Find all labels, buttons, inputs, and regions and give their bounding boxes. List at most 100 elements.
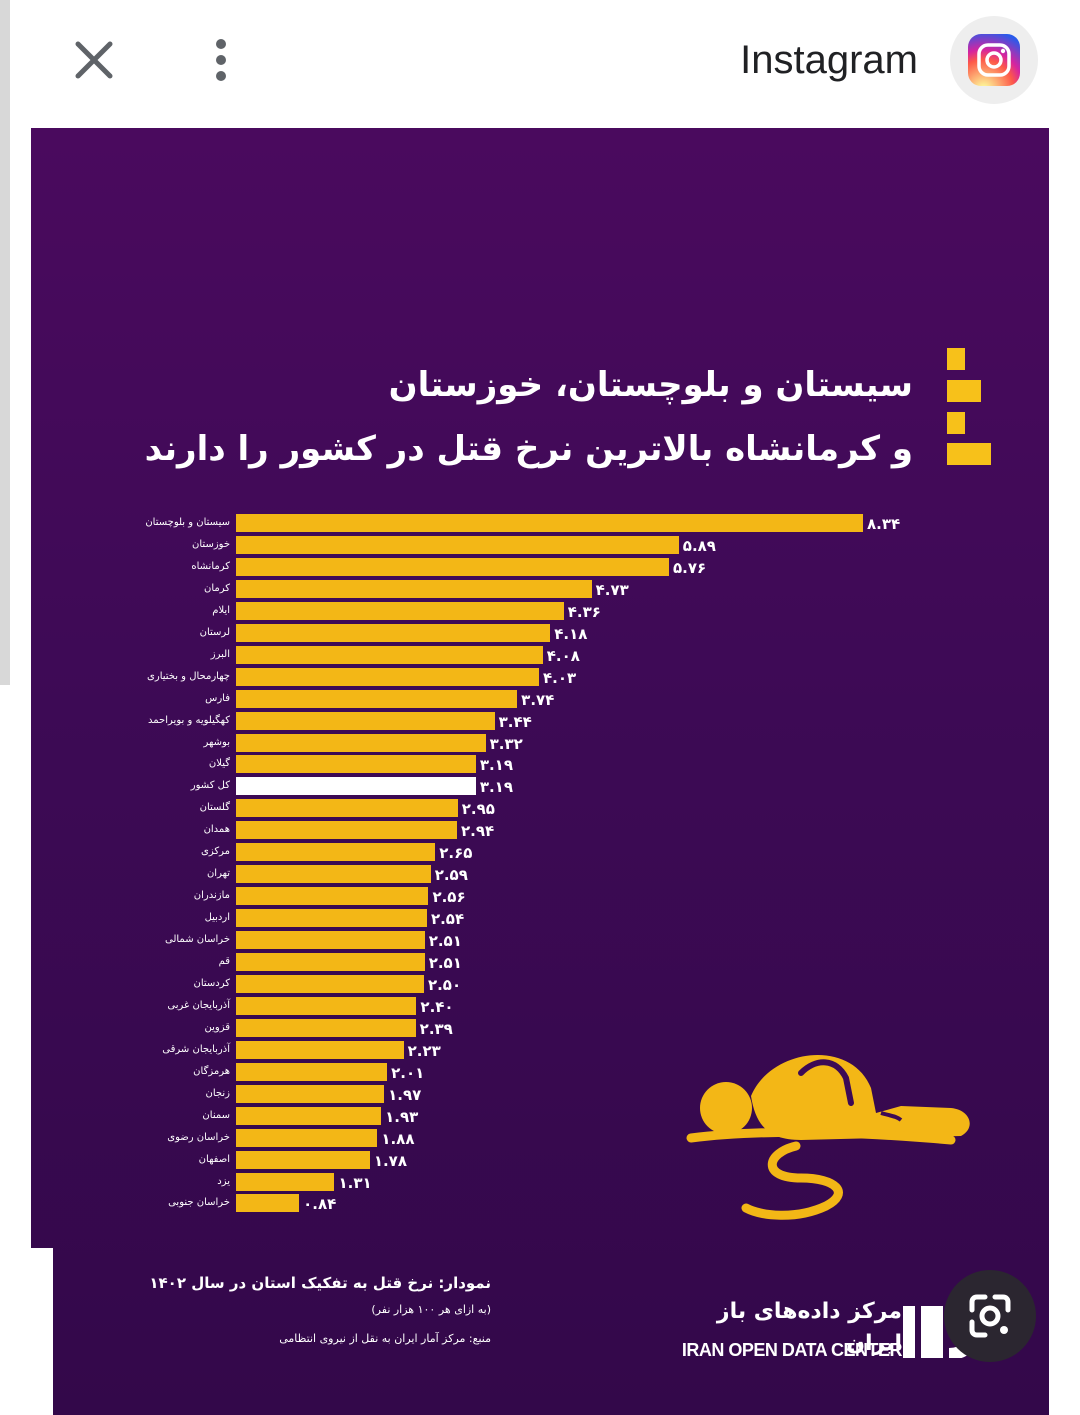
province-bar	[236, 557, 670, 576]
province-bar	[236, 931, 425, 950]
province-bar	[236, 514, 863, 532]
value-label: ۲.۳۹	[419, 1019, 453, 1038]
category-label: خوزستان	[192, 538, 230, 550]
more-vertical-icon	[216, 39, 226, 81]
province-bar	[236, 1018, 416, 1037]
province-bar	[236, 1040, 404, 1059]
category-label: فارس	[205, 692, 230, 704]
value-label: ۱.۷۸	[373, 1151, 407, 1170]
scrollbar[interactable]	[0, 0, 10, 685]
google-lens-icon	[969, 1294, 1011, 1338]
category-label: کردستان	[193, 977, 230, 989]
category-label: کهگیلویه و بویراحمد	[148, 714, 230, 726]
province-bar	[236, 865, 431, 884]
category-label: البرز	[210, 648, 230, 660]
province-bar	[236, 1062, 388, 1081]
value-label: ۳.۴۴	[498, 712, 532, 731]
murder-rate-bar-chart: سیستان و بلوچستان ۸.۳۴ خوزستان ۵.۸۹ کرمانشاه…	[31, 128, 1049, 1415]
province-bar	[236, 1172, 335, 1191]
category-label: کرمانشاه	[191, 560, 230, 572]
value-label: ۵.۸۹	[682, 536, 716, 555]
value-label: ۲.۹۵	[461, 800, 495, 819]
value-label: ۸.۳۴	[867, 515, 901, 533]
province-bar	[236, 953, 425, 971]
category-label: اردبیل	[204, 912, 230, 924]
more-options-button[interactable]	[206, 36, 236, 86]
value-label: ۳.۷۴	[521, 690, 555, 709]
google-lens-button[interactable]	[944, 1270, 1036, 1362]
category-label: کل کشور	[190, 780, 230, 792]
headline-line-2: و کرمانشاه بالاترین نرخ قتل در کشور را د…	[144, 429, 913, 469]
category-label: هرمزگان	[193, 1065, 230, 1077]
infographic-poster: سیستان و بلوچستان، خوزستان و کرمانشاه با…	[31, 128, 1049, 1415]
category-label: مازندران	[193, 890, 230, 902]
caption-source: منبع: مرکز آمار ایران به نقل از نیروی ان…	[279, 1332, 491, 1345]
province-bar	[236, 799, 458, 818]
category-label: لرستان	[199, 626, 230, 638]
province-bar	[236, 974, 424, 993]
instagram-app-button[interactable]	[950, 16, 1038, 104]
org-name-english: IRAN OPEN DATA CENTER	[681, 1340, 903, 1360]
category-label: ایلام	[212, 604, 230, 616]
brand-mark-bar	[947, 348, 965, 370]
category-label: تهران	[206, 868, 230, 880]
value-label: ۰.۸۴	[303, 1195, 337, 1214]
close-button[interactable]	[72, 38, 116, 82]
value-label: ۲.۴۰	[420, 997, 454, 1016]
value-label: ۱.۹۷	[388, 1085, 422, 1104]
category-label: گلستان	[199, 802, 230, 814]
value-label: ۴.۰۸	[546, 646, 580, 665]
category-label: مرکزی	[201, 846, 230, 858]
province-bar	[236, 909, 427, 928]
province-bar	[236, 1128, 378, 1147]
value-label: ۲.۰۱	[391, 1063, 425, 1082]
province-bar	[236, 645, 543, 664]
org-name-persian: مرکز داده‌های باز ایران	[716, 1299, 902, 1356]
value-label: ۱.۹۳	[385, 1107, 419, 1126]
value-label: ۳.۱۹	[479, 778, 513, 797]
value-label: ۴.۰۳	[542, 668, 577, 687]
category-label: بوشهر	[203, 736, 230, 748]
category-label: قم	[218, 956, 230, 967]
category-label: زنجان	[205, 1087, 230, 1099]
value-label: ۲.۵۹	[434, 866, 468, 885]
province-bar	[236, 711, 495, 730]
category-label: سمنان	[202, 1109, 230, 1121]
province-bar	[236, 1106, 382, 1125]
province-bar	[236, 689, 518, 708]
value-label: ۲.۵۱	[428, 932, 462, 951]
brand-mark-bar	[947, 443, 991, 465]
value-label: ۲.۵۰	[427, 975, 462, 994]
category-label: آذربایجان غربی	[167, 999, 230, 1011]
category-label: خراسان رضوی	[167, 1131, 230, 1143]
province-bar	[236, 535, 679, 554]
value-label: ۱.۸۸	[381, 1129, 415, 1148]
value-label: ۲.۵۶	[432, 888, 466, 907]
app-top-bar: Instagram	[0, 0, 1080, 128]
brand-mark-bar	[947, 412, 965, 434]
value-label: ۲.۲۳	[407, 1041, 441, 1060]
category-label: گیلان	[208, 758, 230, 770]
brand-mark-bar	[947, 380, 981, 402]
province-bar	[236, 733, 486, 752]
caption-unit: (به ازای هر ۱۰۰ هزار نفر)	[371, 1303, 491, 1316]
category-label: کرمان	[203, 582, 230, 594]
province-bar	[236, 1194, 300, 1213]
category-label: سیستان و بلوچستان	[145, 517, 230, 528]
image-edge-strip	[31, 1248, 53, 1415]
chart-caption: نمودار: نرخ قتل به تفکیک استان در سال ۱۴…	[91, 1268, 491, 1356]
category-label: اصفهان	[198, 1153, 230, 1165]
province-bar	[236, 755, 476, 774]
value-label: ۴.۱۸	[554, 624, 588, 643]
province-bar	[236, 887, 429, 906]
poster-headline: سیستان و بلوچستان، خوزستان و کرمانشاه با…	[145, 353, 913, 481]
province-bar	[236, 843, 436, 862]
category-label: همدان	[203, 824, 230, 836]
province-bar	[236, 996, 417, 1015]
province-bar	[236, 821, 458, 840]
app-title: Instagram	[740, 38, 918, 82]
province-bar	[236, 623, 551, 642]
value-label: ۲.۵۱	[428, 954, 462, 972]
province-bar	[236, 601, 564, 620]
category-label: یزد	[217, 1175, 230, 1187]
